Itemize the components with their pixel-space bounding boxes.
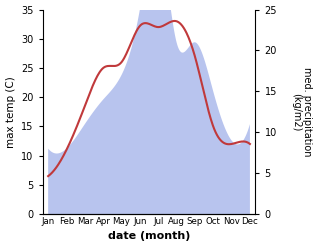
Y-axis label: med. precipitation
(kg/m2): med. precipitation (kg/m2) xyxy=(291,67,313,157)
X-axis label: date (month): date (month) xyxy=(108,231,190,242)
Y-axis label: max temp (C): max temp (C) xyxy=(5,76,16,148)
